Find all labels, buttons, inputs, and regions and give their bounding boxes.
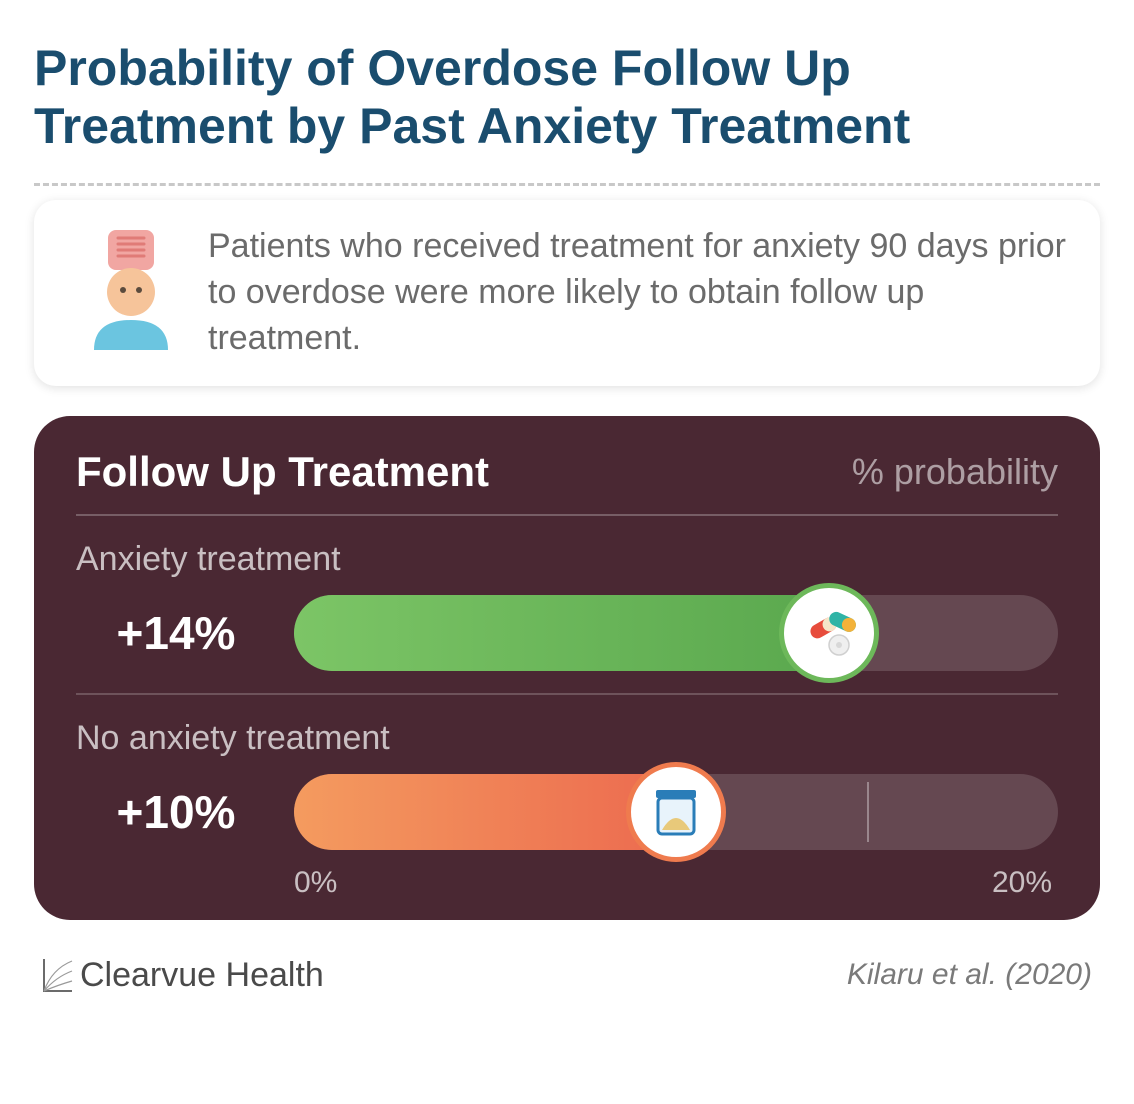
anxiety-head-icon xyxy=(74,230,184,355)
brand: Clearvue Health xyxy=(42,956,324,995)
bar-container xyxy=(294,774,1058,850)
pills-icon xyxy=(795,601,863,665)
bar-row: No anxiety treatment +10% xyxy=(76,695,1058,858)
page-title: Probability of Overdose Follow Up Treatm… xyxy=(34,40,1100,155)
bar-knob xyxy=(626,762,726,862)
brand-name: Clearvue Health xyxy=(80,956,324,995)
panel-header: Follow Up Treatment % probability xyxy=(76,448,1058,516)
panel-title: Follow Up Treatment xyxy=(76,448,489,496)
chart-panel: Follow Up Treatment % probability Anxiet… xyxy=(34,416,1100,920)
summary-text: Patients who received treatment for anxi… xyxy=(208,224,1068,362)
bar-row: Anxiety treatment +14% xyxy=(76,516,1058,695)
summary-card: Patients who received treatment for anxi… xyxy=(34,200,1100,386)
brand-logo-icon xyxy=(42,957,74,993)
bar-value: +14% xyxy=(76,606,276,660)
bar-value: +10% xyxy=(76,785,276,839)
bar-fill xyxy=(294,595,829,671)
axis-labels: 0% 20% xyxy=(76,866,1058,900)
bar-tick xyxy=(867,782,869,842)
bar-label: No anxiety treatment xyxy=(76,719,1058,758)
panel-subtitle: % probability xyxy=(852,451,1058,493)
bar-fill xyxy=(294,774,676,850)
citation: Kilaru et al. (2020) xyxy=(847,958,1092,992)
powder-bag-icon xyxy=(642,780,710,844)
title-divider xyxy=(34,183,1100,186)
axis-max-label: 20% xyxy=(992,866,1052,900)
bar-knob xyxy=(779,583,879,683)
bar-container xyxy=(294,595,1058,671)
bar-label: Anxiety treatment xyxy=(76,540,1058,579)
axis-min-label: 0% xyxy=(294,866,337,900)
footer: Clearvue Health Kilaru et al. (2020) xyxy=(34,956,1100,995)
